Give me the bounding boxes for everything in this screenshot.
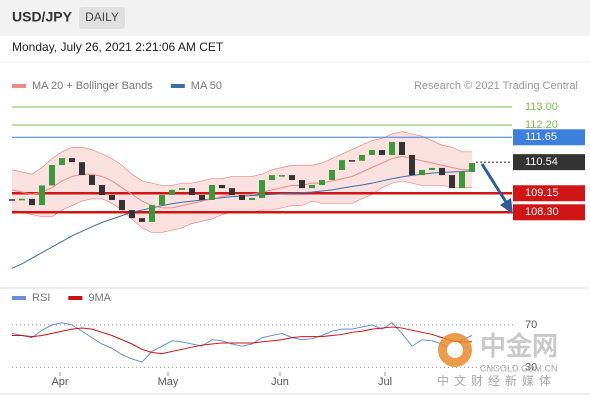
rsi-line bbox=[12, 326, 472, 355]
level-label: 112.20 bbox=[525, 119, 558, 131]
watermark: 中金网 CNGOLD.COM.CN 中文财经新媒体 bbox=[437, 331, 558, 388]
candle bbox=[129, 210, 135, 219]
candle bbox=[379, 150, 385, 155]
candle bbox=[189, 188, 195, 196]
legend-swatch bbox=[170, 84, 185, 88]
candle bbox=[409, 154, 415, 176]
level-box bbox=[513, 204, 585, 221]
candle bbox=[239, 195, 245, 200]
legend-label: MA 20 + Bollinger Bands bbox=[32, 80, 153, 92]
rsi-line bbox=[11, 322, 473, 363]
symbol: USD/JPY bbox=[12, 9, 73, 25]
candle bbox=[29, 198, 35, 206]
candle bbox=[119, 199, 125, 211]
candle bbox=[349, 160, 355, 162]
candle bbox=[219, 184, 225, 189]
period-box bbox=[79, 7, 125, 29]
candle bbox=[389, 141, 395, 155]
candle bbox=[419, 169, 425, 176]
candle bbox=[79, 162, 85, 176]
candle bbox=[309, 184, 315, 189]
candle bbox=[259, 180, 265, 198]
y-tick-label: 30 bbox=[525, 361, 537, 373]
x-tick-label: May bbox=[158, 376, 179, 388]
candle bbox=[249, 197, 255, 200]
x-tick-label: Apr bbox=[51, 376, 68, 388]
legend-label: 9MA bbox=[88, 292, 111, 304]
level-box bbox=[513, 154, 585, 171]
candle bbox=[459, 171, 465, 189]
legend-swatch bbox=[12, 84, 26, 88]
logo bbox=[447, 342, 463, 358]
level-label: 111.65 bbox=[525, 131, 557, 143]
level-label: 110.54 bbox=[525, 156, 558, 168]
timestamp: Monday, July 26, 2021 2:21:06 AM CET bbox=[12, 40, 224, 54]
candle bbox=[69, 158, 75, 163]
level-label: 109.15 bbox=[525, 187, 559, 199]
candle bbox=[269, 175, 275, 181]
legend-swatch bbox=[12, 296, 26, 300]
bollinger-upper bbox=[11, 131, 472, 186]
candle bbox=[359, 154, 365, 161]
candle bbox=[289, 175, 295, 181]
slogan: 中文财经新媒体 bbox=[437, 373, 556, 388]
candle bbox=[19, 198, 25, 201]
candle bbox=[329, 169, 335, 181]
candle bbox=[139, 218, 145, 222]
candle bbox=[399, 141, 405, 155]
site: CNGOLD.COM.CN bbox=[480, 363, 558, 373]
forecast-arrowhead bbox=[500, 198, 513, 214]
candle bbox=[229, 188, 235, 196]
level-label: 113.00 bbox=[525, 101, 558, 113]
candle bbox=[149, 205, 155, 222]
level-box bbox=[513, 129, 585, 146]
forecast-arrow bbox=[480, 163, 508, 203]
candle bbox=[429, 167, 435, 170]
candle bbox=[59, 158, 65, 166]
source: Research © 2021 Trading Central bbox=[414, 80, 578, 92]
y-tick-label: 70 bbox=[525, 319, 537, 331]
candle bbox=[319, 180, 325, 185]
x-tick-label: Jul bbox=[378, 376, 392, 388]
candle bbox=[169, 189, 175, 196]
candle bbox=[199, 195, 205, 200]
brand: 中金网 bbox=[480, 331, 558, 361]
candle bbox=[469, 163, 475, 172]
legend-label: RSI bbox=[32, 292, 50, 304]
legend-label: MA 50 bbox=[191, 80, 222, 92]
candle bbox=[39, 185, 45, 206]
candle bbox=[179, 188, 185, 190]
candle bbox=[89, 175, 95, 185]
candle bbox=[109, 195, 115, 200]
x-tick-label: Jun bbox=[271, 376, 289, 388]
level-box bbox=[513, 185, 585, 202]
bollinger-band bbox=[12, 131, 472, 233]
candle bbox=[99, 184, 105, 196]
candle bbox=[279, 175, 285, 177]
period: DAILY bbox=[85, 10, 119, 24]
legend-swatch bbox=[68, 296, 83, 300]
candle bbox=[209, 184, 215, 200]
candle bbox=[159, 195, 165, 206]
candle bbox=[439, 167, 445, 176]
level-label: 108.30 bbox=[525, 206, 559, 218]
candle bbox=[369, 150, 375, 155]
candle bbox=[449, 175, 455, 189]
ma20-line bbox=[11, 155, 472, 209]
candle bbox=[299, 180, 305, 189]
candle bbox=[339, 160, 345, 170]
candle bbox=[49, 165, 55, 186]
